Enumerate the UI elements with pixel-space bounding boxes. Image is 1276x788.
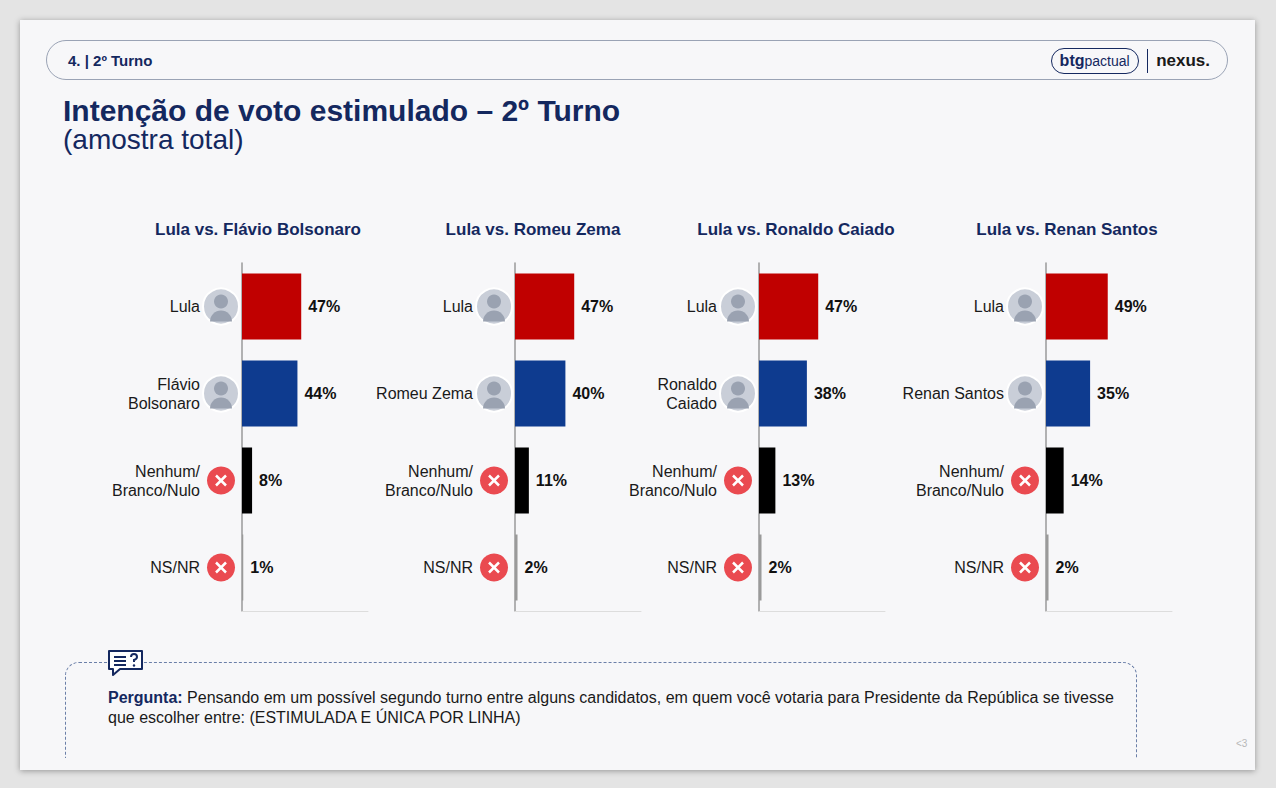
svg-text:Nenhum/: Nenhum/: [135, 463, 200, 480]
svg-text:8%: 8%: [259, 472, 282, 489]
svg-text:Caiado: Caiado: [666, 395, 717, 412]
svg-text:40%: 40%: [572, 385, 604, 402]
svg-text:Branco/Nulo: Branco/Nulo: [629, 482, 717, 499]
svg-text:44%: 44%: [304, 385, 336, 402]
svg-text:38%: 38%: [814, 385, 846, 402]
svg-text:11%: 11%: [536, 472, 567, 489]
svg-text:Lula: Lula: [170, 298, 200, 315]
svg-text:Branco/Nulo: Branco/Nulo: [385, 482, 473, 499]
svg-text:NS/NR: NS/NR: [667, 559, 717, 576]
svg-text:2%: 2%: [769, 559, 792, 576]
svg-text:47%: 47%: [581, 298, 613, 315]
html-text:<3: <3: [1236, 738, 1248, 749]
svg-text:Lula vs. Ronaldo Caiado: Lula vs. Ronaldo Caiado: [697, 220, 894, 239]
svg-text:Nenhum/: Nenhum/: [939, 463, 1004, 480]
svg-text:Romeu Zema: Romeu Zema: [376, 385, 473, 402]
svg-text:Renan Santos: Renan Santos: [903, 385, 1004, 402]
svg-text:13%: 13%: [782, 472, 814, 489]
html-text:(amostra total): (amostra total): [63, 124, 244, 155]
svg-text:NS/NR: NS/NR: [150, 559, 200, 576]
svg-text:Lula vs. Renan Santos: Lula vs. Renan Santos: [976, 220, 1157, 239]
svg-text:Ronaldo: Ronaldo: [657, 376, 717, 393]
svg-text:2%: 2%: [1056, 559, 1079, 576]
svg-text:14%: 14%: [1071, 472, 1103, 489]
html-text:Pergunta: Pensando em um possí: Pergunta: Pensando em um possível segund…: [108, 689, 1114, 726]
svg-text:Bolsonaro: Bolsonaro: [128, 395, 200, 412]
html-text:nexus.: nexus.: [1156, 51, 1210, 70]
svg-text:47%: 47%: [308, 298, 340, 315]
svg-text:Branco/Nulo: Branco/Nulo: [112, 482, 200, 499]
html-text:Intenção de voto estimulado –: Intenção de voto estimulado – 2º Turno: [63, 94, 621, 127]
svg-text:2%: 2%: [525, 559, 548, 576]
svg-text:1%: 1%: [250, 559, 273, 576]
html-text:btg pactual: btg pactual: [1059, 52, 1130, 69]
svg-text:49%: 49%: [1115, 298, 1147, 315]
svg-text:Lula: Lula: [443, 298, 473, 315]
svg-text:Lula: Lula: [974, 298, 1004, 315]
svg-text:Lula: Lula: [687, 298, 717, 315]
svg-text:Branco/Nulo: Branco/Nulo: [916, 482, 1004, 499]
svg-text:Nenhum/: Nenhum/: [408, 463, 473, 480]
html-text:4. | 2º Turno: 4. | 2º Turno: [68, 52, 153, 69]
svg-text:NS/NR: NS/NR: [954, 559, 1004, 576]
svg-text:Flávio: Flávio: [157, 376, 200, 393]
svg-text:Lula vs. Romeu Zema: Lula vs. Romeu Zema: [446, 220, 621, 239]
svg-text:Lula vs. Flávio Bolsonaro: Lula vs. Flávio Bolsonaro: [155, 220, 361, 239]
svg-text:35%: 35%: [1097, 385, 1129, 402]
svg-text:NS/NR: NS/NR: [423, 559, 473, 576]
svg-text:Nenhum/: Nenhum/: [652, 463, 717, 480]
svg-text:47%: 47%: [825, 298, 857, 315]
